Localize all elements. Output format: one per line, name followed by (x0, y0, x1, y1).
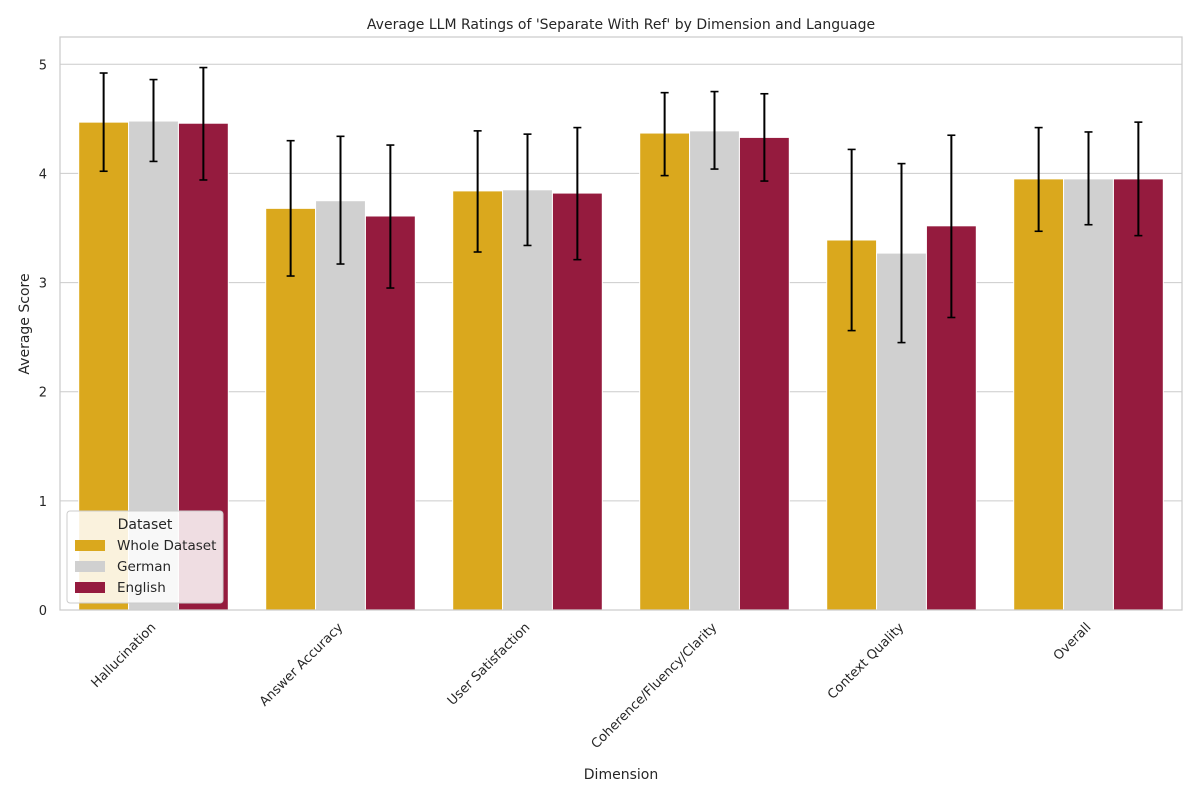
bar (639, 132, 691, 611)
bar (689, 130, 740, 611)
error-bar (99, 72, 108, 173)
x-tick-label: Overall (1051, 620, 1094, 663)
error-bar (947, 134, 956, 319)
x-tick-label: Answer Accuracy (257, 620, 347, 710)
chart-title: Average LLM Ratings of 'Separate With Re… (367, 17, 875, 33)
y-tick-labels: 0 1 2 3 4 5 (39, 58, 47, 619)
legend-label: Whole Dataset (117, 538, 216, 554)
bar (1063, 178, 1114, 611)
legend-swatch (75, 582, 105, 593)
error-bar (660, 91, 669, 177)
y-tick-label: 3 (39, 277, 47, 292)
x-tick-label: User Satisfaction (445, 620, 533, 708)
error-bar (386, 144, 395, 289)
bar (315, 200, 366, 611)
legend: Dataset Whole Dataset German English (66, 510, 224, 604)
bar (1013, 178, 1065, 611)
legend-box (66, 510, 224, 604)
error-bar (573, 126, 582, 261)
x-tick-label: Coherence/Fluency/Clarity (589, 620, 721, 752)
legend-label: German (117, 559, 171, 575)
bar (452, 190, 504, 611)
legend-swatch (75, 540, 105, 551)
plot-frame (59, 36, 1183, 611)
bars (78, 120, 1164, 611)
error-bars (99, 66, 1143, 344)
error-bar (1134, 121, 1143, 237)
error-bar (473, 130, 482, 253)
error-bar (523, 133, 532, 247)
error-bar (286, 139, 295, 277)
x-axis-label: Dimension (584, 767, 658, 783)
error-bar (149, 78, 158, 163)
y-tick-label: 2 (39, 386, 47, 401)
y-tick-label: 4 (39, 167, 47, 182)
error-bar (760, 92, 769, 182)
error-bar (1034, 126, 1043, 233)
bar (502, 189, 553, 611)
error-bar (897, 162, 906, 344)
bar (1112, 178, 1164, 611)
error-bar (199, 66, 208, 181)
legend-swatch (75, 561, 105, 572)
y-axis-label: Average Score (17, 273, 33, 374)
y-tick-label: 0 (39, 604, 47, 619)
y-tick-label: 1 (39, 495, 47, 510)
x-tick-label: Context Quality (825, 620, 908, 703)
error-bar (710, 90, 719, 170)
error-bar (336, 135, 345, 265)
legend-label: English (117, 580, 166, 596)
x-tick-labels: Hallucination Answer Accuracy User Satisfa… (89, 620, 1095, 752)
x-tick-label: Hallucination (89, 620, 160, 691)
bar (738, 136, 790, 611)
error-bar (847, 148, 856, 332)
y-tick-label: 5 (39, 58, 47, 73)
error-bar (1084, 131, 1093, 226)
legend-title: Dataset (118, 517, 173, 533)
